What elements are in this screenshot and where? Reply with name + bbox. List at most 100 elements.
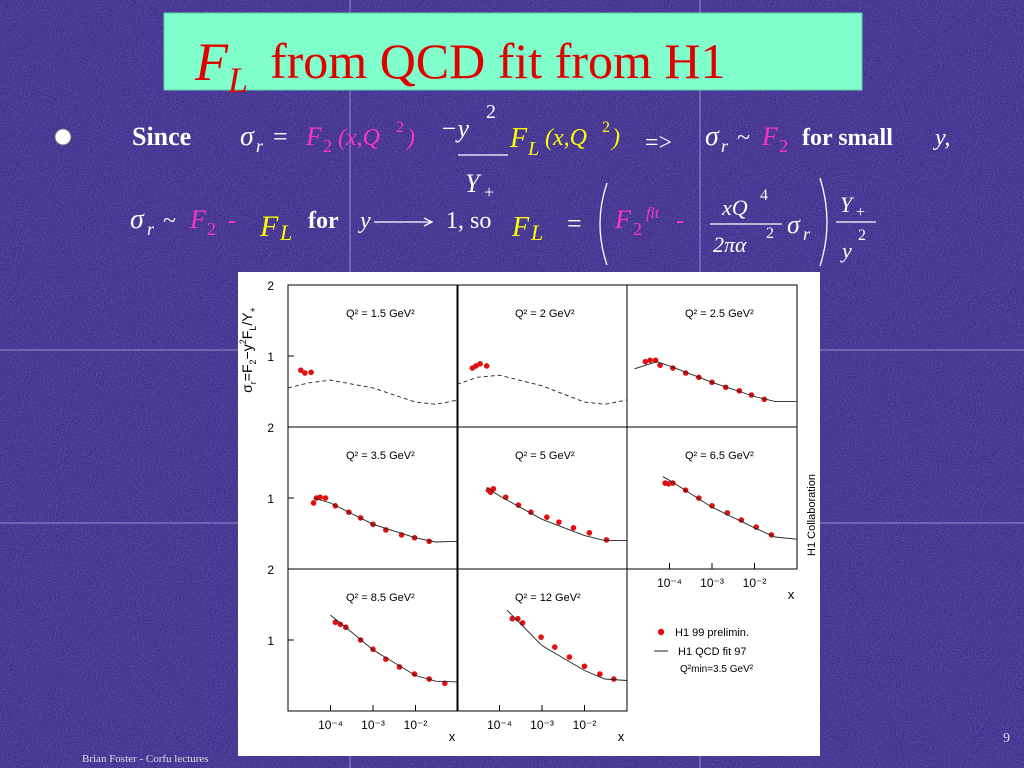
panel-title: Q² = 3.5 GeV²: [346, 450, 415, 462]
equation-part: F: [614, 205, 632, 234]
label-part: F: [239, 331, 255, 340]
bullet: [54, 128, 72, 146]
x-axis-label: x: [618, 729, 625, 744]
fit-curve: [456, 374, 628, 405]
y-tick-label: 2: [267, 563, 274, 577]
equation-part: ~: [737, 125, 750, 151]
page-number: 9: [1003, 731, 1010, 746]
label-part: =F: [239, 364, 255, 381]
equation-part: F: [509, 123, 528, 154]
equation-part: L: [279, 220, 292, 245]
data-point: [317, 494, 323, 501]
equation-part: (x,Q: [338, 125, 380, 151]
data-point: [566, 654, 573, 660]
label-part: L: [248, 326, 258, 331]
panel-title: Q² = 6.5 GeV²: [685, 450, 754, 462]
data-point: [490, 485, 497, 492]
x-tick-label: 10⁻³: [700, 576, 724, 590]
panel-title: Q² = 2 GeV²: [515, 308, 575, 320]
x-tick-label: 10⁻⁴: [318, 718, 343, 732]
equation-part: r: [803, 224, 811, 244]
equation-part: +: [856, 204, 865, 221]
data-point: [581, 663, 588, 670]
equation-part: 2πα: [713, 232, 747, 257]
equation-part: -: [676, 208, 684, 234]
equation-part: F: [194, 32, 229, 92]
equation-part: y,: [933, 125, 950, 151]
equation-part: 2: [766, 225, 774, 242]
fit-curve: [313, 497, 459, 543]
equation-part: −y: [440, 114, 470, 143]
equation-part: r: [256, 136, 264, 156]
equation-part: σ: [787, 210, 801, 239]
x-tick-label: 10⁻⁴: [487, 718, 512, 732]
equation-part: Y: [840, 192, 855, 217]
equation-part: 1, so: [446, 208, 491, 234]
equation-part: F: [511, 212, 530, 243]
equation-part: Since: [132, 122, 191, 151]
x-tick-label: 10⁻³: [530, 718, 554, 732]
data-point: [551, 644, 558, 650]
equation-part: y: [358, 208, 371, 234]
equation-part: 2: [602, 119, 610, 136]
data-point: [753, 524, 760, 530]
equation-part: L: [227, 60, 248, 100]
data-point: [396, 664, 403, 670]
y-tick-label: 2: [267, 279, 274, 293]
equation-part: r: [147, 219, 155, 239]
x-tick-label: 10⁻⁴: [657, 576, 682, 590]
equation-part: (x,Q: [545, 125, 587, 151]
data-point: [509, 615, 516, 622]
equation-part: 2: [207, 219, 216, 239]
x-tick-label: 10⁻²: [404, 718, 428, 732]
paren: [599, 182, 608, 266]
equation-part: fit: [646, 205, 660, 222]
equation-part: Y: [465, 169, 482, 198]
x-tick-label: 10⁻²: [743, 576, 767, 590]
data-point: [308, 369, 314, 376]
data-point: [647, 357, 653, 364]
data-point: [538, 634, 544, 640]
y-tick-label: 1: [267, 492, 274, 506]
data-point: [515, 502, 522, 508]
footer: Brian Foster - Corfu lectures: [82, 753, 208, 765]
data-point: [709, 503, 715, 509]
label-part: 2: [248, 359, 258, 364]
data-point: [477, 361, 483, 367]
data-point: [310, 500, 317, 506]
label-part: −y: [239, 344, 255, 359]
x-tick-label: 10⁻²: [573, 718, 597, 732]
equation-part: -: [228, 208, 236, 234]
title-box: [163, 12, 863, 91]
data-point: [738, 517, 745, 523]
data-point: [665, 481, 672, 487]
y-axis-label: σr=F2−y2FL/Y+: [238, 307, 258, 393]
data-point: [642, 358, 649, 365]
data-point: [603, 537, 610, 543]
fit-curve: [506, 609, 628, 681]
fit-curve: [662, 476, 798, 540]
equation-part: L: [530, 220, 543, 245]
data-point: [337, 621, 344, 628]
equation-part: 2: [633, 219, 642, 239]
equation-part: 2: [323, 136, 332, 156]
equation-part: 4: [760, 187, 768, 204]
fit-curve: [634, 361, 797, 402]
panel-title: Q² = 2.5 GeV²: [685, 308, 754, 320]
equation-part: F: [189, 205, 207, 234]
fit-curve: [287, 379, 459, 405]
equation-part: y: [840, 238, 852, 263]
equation-part: ): [610, 125, 620, 151]
legend-note: Q²min=3.5 GeV²: [680, 664, 754, 675]
equation-part: =: [273, 122, 288, 151]
equation-part: σ: [240, 121, 255, 152]
data-point: [586, 529, 593, 536]
data-point: [597, 671, 603, 677]
data-point: [657, 362, 663, 369]
data-point: [322, 495, 329, 501]
data-point: [556, 519, 562, 525]
equation-part: σ: [130, 204, 145, 235]
data-point: [544, 514, 550, 520]
equation-part: ~: [163, 208, 176, 234]
equation-part: +: [484, 182, 494, 202]
